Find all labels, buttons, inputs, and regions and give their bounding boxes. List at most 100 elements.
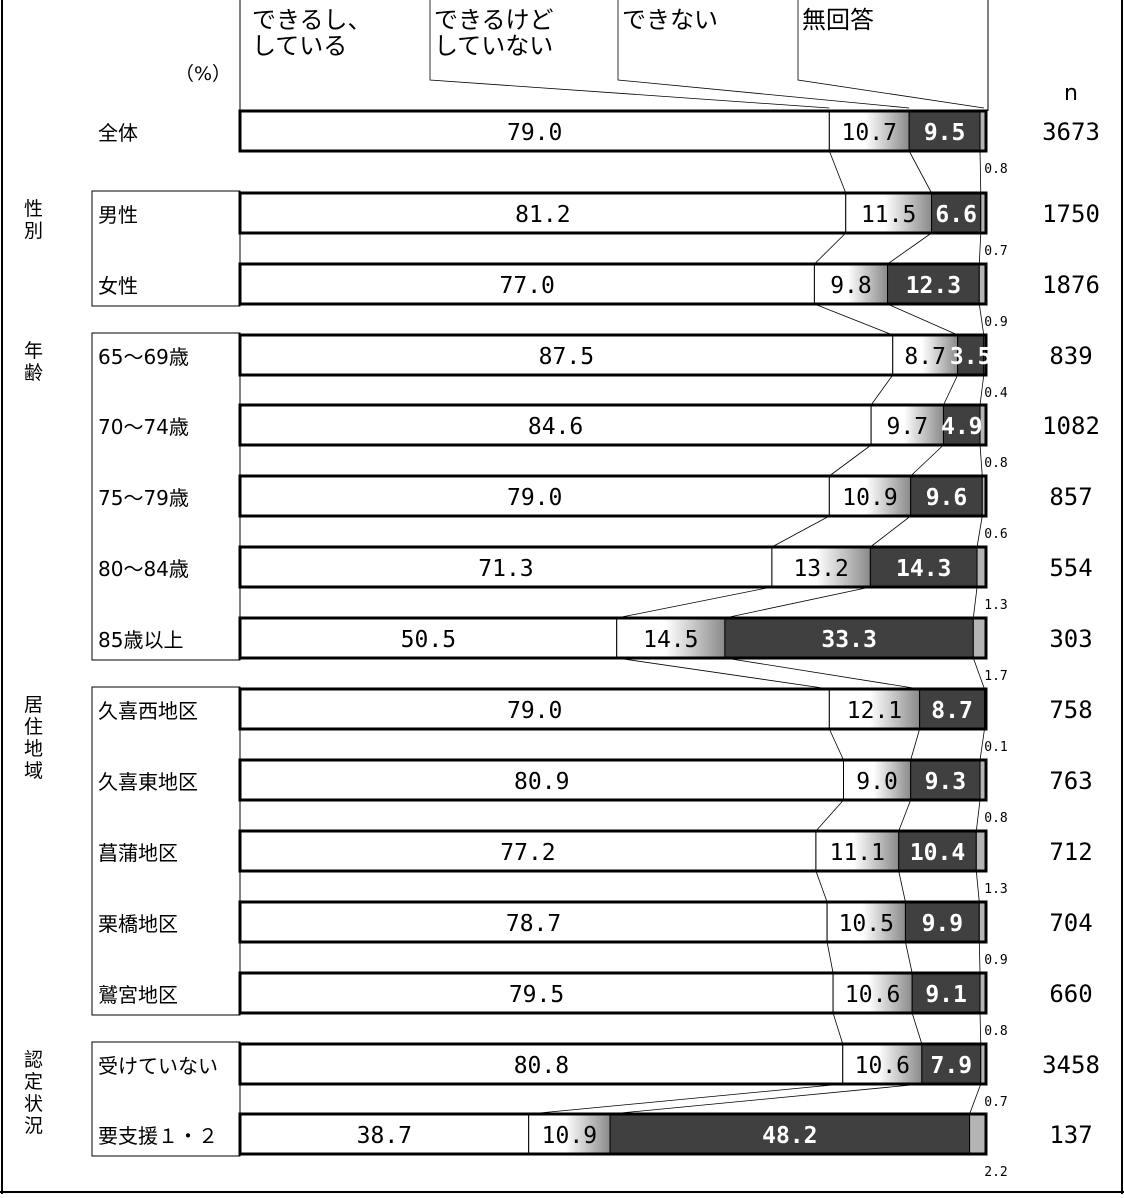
value-label-2-1: 9.8 bbox=[830, 273, 872, 299]
value-label-small-10-3: 1.3 bbox=[984, 882, 1007, 897]
n-value-2: 1876 bbox=[1042, 271, 1100, 299]
value-label-14-0: 38.7 bbox=[357, 1123, 412, 1149]
bar-outline-10 bbox=[238, 829, 988, 873]
connector-3-2 bbox=[943, 374, 959, 406]
connector-4-3 bbox=[979, 444, 983, 477]
bar-segment-13-2 bbox=[921, 1043, 982, 1085]
legend-item-2: できない bbox=[617, 0, 910, 109]
bar-segment-13-0 bbox=[239, 1043, 844, 1085]
bar-outline-11 bbox=[238, 900, 988, 944]
bar-outline-14 bbox=[238, 1112, 988, 1156]
connector-9-1 bbox=[815, 799, 844, 832]
bar-segment-12-2 bbox=[911, 972, 981, 1014]
value-label-11-1: 10.5 bbox=[839, 911, 894, 937]
bar-segment-14-1 bbox=[528, 1113, 611, 1155]
bar-segment-10-1 bbox=[815, 830, 900, 872]
connector-3-3 bbox=[979, 374, 985, 406]
bar-segment-1-2 bbox=[931, 192, 982, 234]
value-label-small-4-3: 0.8 bbox=[984, 456, 1007, 471]
connector-1-1 bbox=[814, 232, 847, 265]
bars-layer bbox=[91, 109, 988, 1157]
bar-outline-2 bbox=[238, 262, 988, 306]
bar-segment-11-1 bbox=[826, 901, 906, 943]
legend-label-1-1: していない bbox=[434, 32, 553, 60]
value-label-2-2: 12.3 bbox=[906, 273, 961, 299]
bar-segment-10-0 bbox=[239, 830, 817, 872]
row-label-12: 鷲宮地区 bbox=[98, 983, 178, 1007]
value-label-small-8-3: 0.1 bbox=[984, 740, 1007, 755]
connector-2-3 bbox=[978, 303, 985, 336]
value-label-2-0: 77.0 bbox=[500, 273, 555, 299]
connector-12-2 bbox=[911, 1012, 923, 1045]
bar-segment-9-2 bbox=[910, 759, 981, 801]
bar-outline-5 bbox=[238, 474, 988, 518]
value-label-9-2: 9.3 bbox=[925, 769, 967, 795]
value-label-small-5-3: 0.6 bbox=[984, 527, 1007, 542]
connector-13-1 bbox=[528, 1083, 843, 1115]
value-label-12-1: 10.6 bbox=[845, 982, 900, 1008]
bar-segment-6-0 bbox=[239, 546, 773, 588]
bar-outline-6 bbox=[238, 545, 988, 589]
value-label-0-1: 10.7 bbox=[842, 120, 897, 146]
value-label-1-0: 81.2 bbox=[515, 202, 570, 228]
value-label-9-1: 9.0 bbox=[856, 769, 898, 795]
bar-outline-13 bbox=[238, 1042, 988, 1086]
connector-11-1 bbox=[826, 941, 834, 974]
value-label-4-2: 4.9 bbox=[941, 414, 983, 440]
row-label-10: 菖蒲地区 bbox=[98, 841, 178, 865]
connector-4-1 bbox=[829, 444, 872, 477]
connector-9-3 bbox=[975, 799, 981, 832]
connector-11-2 bbox=[905, 941, 913, 974]
value-label-small-6-3: 1.3 bbox=[984, 598, 1007, 613]
connector-8-2 bbox=[910, 728, 920, 761]
value-label-9-0: 80.9 bbox=[514, 769, 569, 795]
legend-label-3-0: 無回答 bbox=[802, 6, 874, 34]
n-value-8: 758 bbox=[1049, 696, 1092, 724]
connector-7-2 bbox=[724, 657, 920, 690]
connector-6-2 bbox=[724, 586, 871, 619]
group-frame-1 bbox=[91, 190, 241, 307]
value-label-7-1: 14.5 bbox=[643, 627, 698, 653]
bar-segment-4-0 bbox=[239, 404, 872, 446]
bar-outline-7 bbox=[238, 616, 988, 660]
connector-2-2 bbox=[887, 303, 958, 336]
connector-0-1 bbox=[828, 150, 847, 194]
value-label-small-2-3: 0.9 bbox=[984, 315, 1007, 330]
bar-segment-13-1 bbox=[842, 1043, 923, 1085]
connector-6-3 bbox=[972, 586, 978, 619]
legend-label-1-0: できるけど bbox=[434, 6, 554, 34]
legend-leader-1 bbox=[429, 0, 830, 109]
bar-row-12 bbox=[238, 971, 988, 1015]
bar-row-5 bbox=[238, 474, 988, 518]
connector-11-3 bbox=[978, 941, 981, 974]
value-label-8-0: 79.0 bbox=[507, 698, 562, 724]
row-label-3: 65～69歳 bbox=[98, 345, 189, 369]
connector-10-3 bbox=[975, 870, 980, 903]
connector-5-1 bbox=[771, 515, 830, 548]
value-label-14-1: 10.9 bbox=[542, 1123, 597, 1149]
value-label-6-2: 14.3 bbox=[896, 556, 951, 582]
value-label-small-0-3: 0.8 bbox=[984, 162, 1007, 177]
bar-row-9 bbox=[238, 758, 988, 802]
unit-label: （%） bbox=[175, 63, 231, 85]
group-label-1: 性別 bbox=[24, 198, 43, 242]
n-value-1: 1750 bbox=[1042, 200, 1100, 228]
bar-row-11 bbox=[238, 900, 988, 944]
value-label-12-0: 79.5 bbox=[509, 982, 564, 1008]
connector-0-2 bbox=[908, 150, 932, 194]
value-label-small-12-3: 0.8 bbox=[984, 1024, 1007, 1039]
value-label-10-2: 10.4 bbox=[910, 840, 965, 866]
value-label-10-1: 11.1 bbox=[830, 840, 885, 866]
value-label-5-0: 79.0 bbox=[507, 485, 562, 511]
bar-row-7 bbox=[238, 616, 988, 660]
value-label-8-2: 8.7 bbox=[931, 698, 973, 724]
n-value-0: 3673 bbox=[1042, 118, 1100, 146]
connector-13-3 bbox=[969, 1083, 982, 1115]
bar-row-3 bbox=[238, 333, 988, 377]
bar-segment-9-1 bbox=[843, 759, 912, 801]
value-label-small-13-3: 0.7 bbox=[984, 1095, 1007, 1110]
value-label-small-1-3: 0.7 bbox=[984, 244, 1007, 259]
bar-segment-0-2 bbox=[908, 110, 981, 152]
value-label-6-0: 71.3 bbox=[478, 556, 533, 582]
connector-8-1 bbox=[828, 728, 844, 761]
